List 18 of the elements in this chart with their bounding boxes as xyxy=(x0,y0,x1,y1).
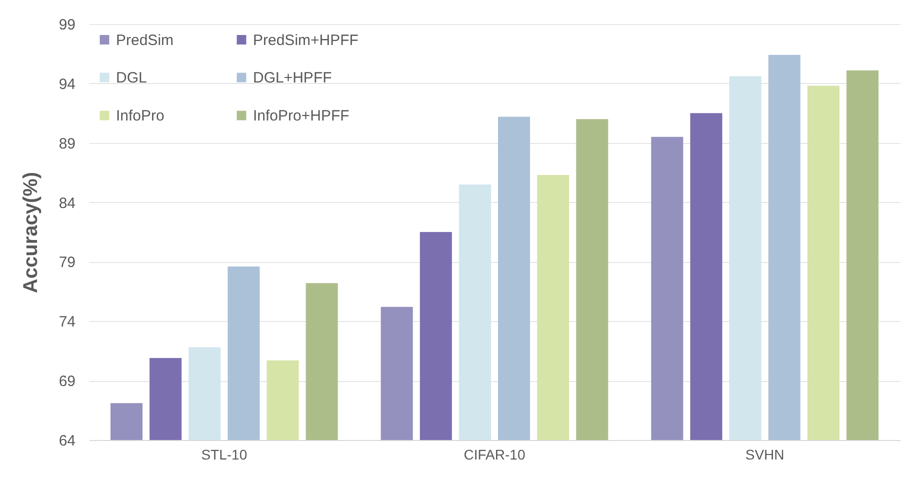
legend-label: InfoPro+HPFF xyxy=(253,108,350,124)
legend-label: PredSim+HPFF xyxy=(253,32,358,49)
legend-label: PredSim xyxy=(116,32,174,49)
y-tick-label: 84 xyxy=(58,194,76,212)
x-tick-label: STL-10 xyxy=(201,446,248,462)
y-tick-label: 99 xyxy=(58,16,76,34)
y-tick-label: 94 xyxy=(58,76,76,93)
x-tick-label: SVHN xyxy=(745,446,784,462)
y-tick-label: 64 xyxy=(58,432,76,450)
y-tick-label: 89 xyxy=(58,135,76,152)
y-axis-title: Accuracy(%) xyxy=(20,172,42,294)
y-tick-label: 74 xyxy=(58,314,76,331)
legend-label: DGL+HPFF xyxy=(253,70,332,86)
x-tick-label: CIFAR-10 xyxy=(464,446,526,462)
y-tick-label: 79 xyxy=(58,254,76,272)
legend-label: DGL xyxy=(116,70,147,86)
legend-label: InfoPro xyxy=(116,108,164,124)
y-tick-label: 69 xyxy=(58,373,76,390)
